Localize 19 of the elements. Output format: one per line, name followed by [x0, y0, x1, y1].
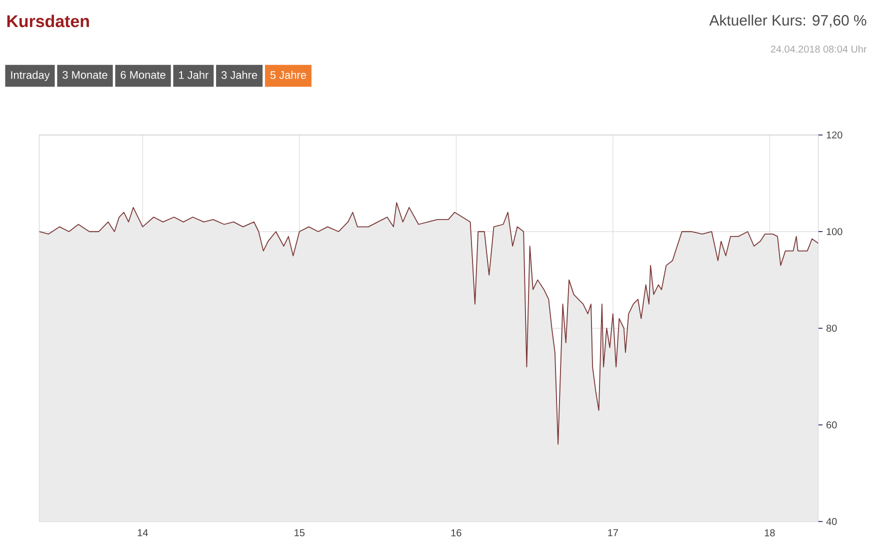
text: Intraday: [11, 71, 50, 82]
x-tick-label: 18: [764, 529, 775, 537]
chart-title: Kursdaten: [7, 14, 89, 28]
y-tick-label: 40: [826, 518, 837, 526]
y-tick-label: 120: [826, 132, 842, 139]
y-tick-label: 100: [826, 228, 842, 236]
x-tick-label: 16: [451, 529, 462, 537]
y-tick-label: 80: [826, 324, 837, 332]
text: 6 Monate: [120, 71, 166, 79]
y-tick-label: 60: [826, 422, 837, 429]
text: 3 Monate: [62, 71, 108, 79]
text: 3 Jahre: [221, 71, 258, 80]
text: 24.04.2018 08:04 Uhr: [770, 45, 867, 53]
x-tick-label: 14: [138, 529, 148, 536]
text: 1 Jahr: [179, 71, 208, 80]
text: 5 Jahre: [270, 71, 306, 80]
chart-subtitle: Aktueller Kurs: 97,60 %: [709, 14, 866, 28]
x-tick-label: 17: [608, 529, 618, 536]
x-tick-label: 15: [294, 529, 305, 536]
